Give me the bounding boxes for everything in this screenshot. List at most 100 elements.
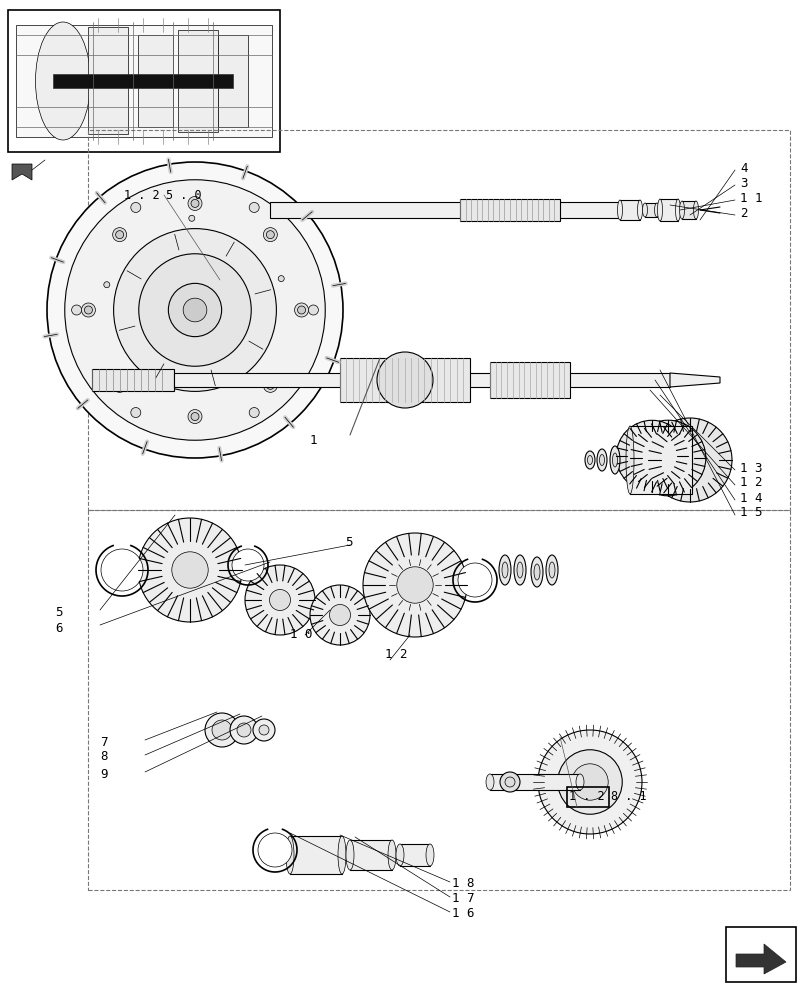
Circle shape [138, 518, 242, 622]
Circle shape [310, 585, 370, 645]
Circle shape [457, 563, 491, 597]
Ellipse shape [486, 774, 493, 790]
Bar [88, 510, 789, 890]
Bar [489, 774, 579, 790]
Circle shape [188, 196, 202, 210]
Circle shape [131, 408, 140, 418]
Circle shape [397, 567, 432, 603]
Circle shape [237, 723, 251, 737]
Circle shape [647, 418, 731, 502]
Text: 9: 9 [100, 768, 107, 780]
Ellipse shape [599, 454, 603, 466]
Polygon shape [669, 373, 719, 387]
Polygon shape [735, 944, 785, 974]
Text: 1 6: 1 6 [452, 907, 474, 920]
Bar [350, 840, 392, 870]
Circle shape [504, 777, 514, 787]
Ellipse shape [426, 844, 433, 866]
Ellipse shape [548, 562, 554, 578]
Circle shape [297, 306, 305, 314]
Circle shape [172, 552, 208, 588]
Circle shape [113, 378, 127, 392]
Circle shape [47, 162, 342, 458]
Bar [8, 10, 280, 152]
Circle shape [212, 720, 232, 740]
Ellipse shape [693, 201, 697, 219]
Bar [400, 844, 430, 866]
Bar [489, 362, 569, 398]
Circle shape [329, 604, 350, 626]
Circle shape [294, 303, 308, 317]
Bar [270, 202, 620, 218]
Bar [725, 927, 795, 982]
Text: 1 3: 1 3 [739, 462, 762, 475]
Text: 4: 4 [739, 162, 747, 175]
Ellipse shape [396, 844, 404, 866]
Bar [53, 74, 233, 88]
Ellipse shape [679, 201, 684, 219]
Bar [88, 27, 128, 134]
Circle shape [500, 772, 519, 792]
Bar [88, 130, 789, 510]
Text: 1 . 2: 1 . 2 [569, 790, 604, 803]
Bar [629, 426, 691, 494]
Ellipse shape [285, 836, 294, 874]
Circle shape [113, 228, 127, 242]
Circle shape [189, 215, 195, 221]
Circle shape [571, 764, 607, 800]
Text: 5: 5 [55, 606, 62, 619]
Circle shape [204, 713, 238, 747]
Circle shape [232, 549, 264, 581]
Circle shape [188, 410, 202, 424]
Circle shape [245, 565, 315, 635]
Ellipse shape [587, 456, 592, 464]
Circle shape [538, 730, 642, 834]
Text: 1 4: 1 4 [739, 491, 762, 504]
Circle shape [263, 228, 277, 242]
Ellipse shape [637, 200, 642, 220]
Circle shape [115, 231, 123, 239]
Text: 8 . 1: 8 . 1 [610, 790, 646, 803]
Ellipse shape [36, 22, 90, 140]
Text: 1 . 2: 1 . 2 [124, 189, 160, 202]
Text: 1: 1 [310, 434, 317, 446]
Bar [290, 836, 341, 874]
Text: 8: 8 [100, 750, 107, 764]
Circle shape [263, 378, 277, 392]
Ellipse shape [657, 199, 662, 221]
Circle shape [230, 716, 258, 744]
Text: 6: 6 [55, 621, 62, 634]
Ellipse shape [575, 774, 583, 790]
Ellipse shape [530, 557, 543, 587]
Bar [16, 25, 272, 137]
Text: 1 2: 1 2 [739, 477, 762, 489]
Text: 5: 5 [345, 536, 352, 548]
Bar [340, 358, 470, 402]
Circle shape [557, 750, 621, 814]
Circle shape [269, 589, 290, 610]
Ellipse shape [584, 451, 594, 469]
Circle shape [308, 305, 318, 315]
Circle shape [363, 533, 466, 637]
Ellipse shape [642, 203, 646, 217]
Ellipse shape [499, 555, 510, 585]
Circle shape [629, 420, 705, 496]
Ellipse shape [654, 203, 659, 217]
Circle shape [249, 202, 259, 212]
Circle shape [183, 298, 207, 322]
Bar [174, 373, 669, 387]
Text: 3: 3 [739, 177, 747, 190]
Text: 1 2: 1 2 [384, 648, 407, 662]
Ellipse shape [388, 840, 396, 870]
Circle shape [168, 283, 221, 337]
Ellipse shape [596, 449, 607, 471]
Bar [122, 185, 164, 205]
Text: 7: 7 [100, 735, 107, 748]
Circle shape [101, 549, 143, 591]
Circle shape [81, 303, 96, 317]
Circle shape [266, 231, 274, 239]
Ellipse shape [609, 446, 620, 474]
Ellipse shape [675, 199, 680, 221]
Circle shape [71, 305, 81, 315]
Circle shape [259, 725, 268, 735]
